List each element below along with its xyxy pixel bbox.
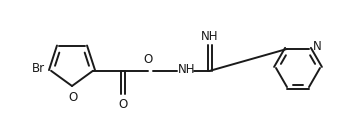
Text: NH: NH [201, 30, 219, 43]
Text: O: O [118, 98, 127, 111]
Text: NH: NH [178, 63, 195, 76]
Text: O: O [143, 53, 153, 66]
Text: Br: Br [32, 62, 45, 75]
Text: N: N [313, 40, 322, 53]
Text: O: O [68, 91, 78, 104]
